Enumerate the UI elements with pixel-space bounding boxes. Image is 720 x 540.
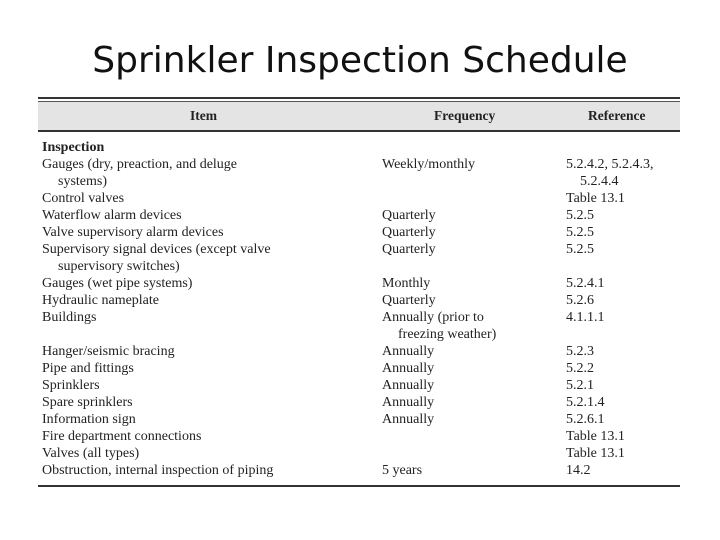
table-cell: 14.2 (566, 463, 591, 478)
table-cell: Pipe and fittings (42, 361, 134, 376)
table-cell: Fire department connections (42, 429, 202, 444)
header-band (38, 101, 680, 132)
table-cell: Control valves (42, 191, 125, 206)
table-cell: 5.2.5 (566, 208, 594, 223)
table-cell: 5.2.2 (566, 361, 594, 376)
table-cell: freezing weather) (398, 327, 497, 342)
table-cell: Table 13.1 (566, 446, 625, 461)
table-cell: 5.2.1 (566, 378, 594, 393)
table-cell: Buildings (42, 310, 97, 325)
table-cell: Annually (prior to (382, 310, 484, 325)
section-heading: Inspection (42, 140, 105, 155)
table-cell: Weekly/monthly (382, 157, 475, 172)
table-cell: 5.2.4.1 (566, 276, 605, 291)
table-cell: Spare sprinklers (42, 395, 133, 410)
table-cell: 4.1.1.1 (566, 310, 605, 325)
table-cell: Hanger/seismic bracing (42, 344, 175, 359)
table-cell: Gauges (wet pipe systems) (42, 276, 193, 291)
table-cell: Hydraulic nameplate (42, 293, 160, 308)
table-cell: Annually (382, 344, 435, 359)
table-cell: Quarterly (382, 242, 436, 257)
table-cell: 5.2.4.4 (580, 174, 619, 189)
table-cell: 5.2.1.4 (566, 395, 605, 410)
table-cell: Obstruction, internal inspection of pipi… (42, 463, 274, 478)
table-cell: Annually (382, 412, 435, 427)
table-cell: Sprinklers (42, 378, 100, 393)
table-cell: 5.2.5 (566, 225, 594, 240)
table-cell: Monthly (382, 276, 431, 291)
table-rule (38, 97, 680, 99)
table-cell: Quarterly (382, 208, 436, 223)
table-cell: 5.2.5 (566, 242, 594, 257)
table-cell: 5.2.4.2, 5.2.4.3, (566, 157, 654, 172)
table-cell: Gauges (dry, preaction, and deluge (42, 157, 238, 172)
table-cell: Waterflow alarm devices (42, 208, 182, 223)
table-cell: 5.2.6 (566, 293, 594, 308)
table-cell: Valves (all types) (42, 446, 140, 461)
table-cell: systems) (58, 174, 107, 189)
table-cell: 5 years (382, 463, 423, 478)
table-cell: Quarterly (382, 225, 436, 240)
table-cell: 5.2.6.1 (566, 412, 605, 427)
table-cell: Annually (382, 361, 435, 376)
header-cell: Frequency (434, 108, 496, 123)
table-cell: Valve supervisory alarm devices (42, 225, 224, 240)
table-cell: Supervisory signal devices (except valve (42, 242, 271, 257)
table-cell: Annually (382, 395, 435, 410)
table-cell: Annually (382, 378, 435, 393)
table-cell: 5.2.3 (566, 344, 594, 359)
table-cell: Quarterly (382, 293, 436, 308)
table-cell: supervisory switches) (58, 259, 180, 274)
table-cell: Table 13.1 (566, 191, 625, 206)
slide-title: Sprinkler Inspection Schedule (92, 40, 628, 81)
table: Item Frequency Reference Inspection Gaug… (38, 97, 680, 489)
table-cell: Table 13.1 (566, 429, 625, 444)
table-cell: Information sign (42, 412, 136, 427)
header-cell: Item (190, 108, 217, 123)
header-cell: Reference (588, 108, 646, 123)
table-rule (38, 485, 680, 487)
